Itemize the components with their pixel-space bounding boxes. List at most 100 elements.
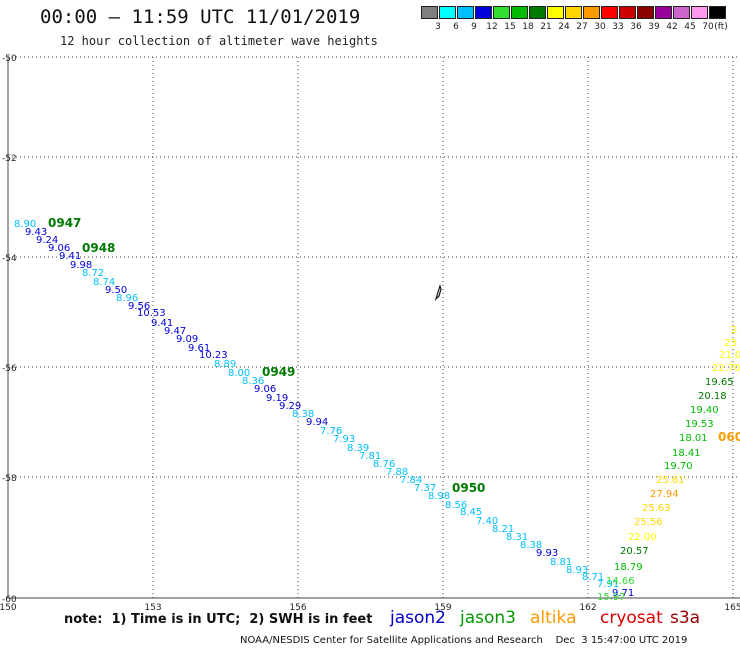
island-outline bbox=[434, 284, 442, 302]
wave-height-value: 8.56 bbox=[445, 500, 467, 511]
credit-footer: NOAA/NESDIS Center for Satellite Applica… bbox=[240, 635, 688, 646]
legend-unit-label: (ft) bbox=[714, 22, 728, 32]
wave-height-value: 19.53 bbox=[685, 419, 714, 430]
wave-height-value: 8.38 bbox=[520, 540, 542, 551]
latitude-label: -58 bbox=[2, 474, 17, 484]
wave-height-value: 21.0 bbox=[719, 350, 740, 361]
legend-label: 9 bbox=[471, 22, 477, 32]
legend-swatch bbox=[457, 6, 474, 19]
legend-label: 21 bbox=[540, 22, 552, 32]
wave-height-value: 9.47 bbox=[164, 326, 186, 337]
legend-label: 18 bbox=[522, 22, 534, 32]
wave-height-value: 8.31 bbox=[506, 532, 528, 543]
legend-swatch bbox=[619, 6, 636, 19]
legend-label: 6 bbox=[453, 22, 459, 32]
longitude-label: 165 bbox=[724, 603, 740, 613]
wave-height-value: 9.29 bbox=[279, 401, 301, 412]
wave-height-value: 25.63 bbox=[642, 503, 671, 514]
latitude-label: -50 bbox=[2, 54, 17, 64]
wave-height-value: 9.71 bbox=[612, 588, 634, 599]
wave-height-value: 7.81 bbox=[359, 451, 381, 462]
track-time-label: 0947 bbox=[48, 216, 81, 230]
legend-swatch bbox=[547, 6, 564, 19]
wave-height-value: 8.93 bbox=[566, 565, 588, 576]
track-time-label: 0948 bbox=[82, 241, 115, 255]
wave-height-value: 8.96 bbox=[116, 293, 138, 304]
legend-swatch bbox=[709, 6, 726, 19]
wave-height-value: 10.23 bbox=[199, 350, 228, 361]
wave-height-value: 8.74 bbox=[93, 277, 115, 288]
wave-height-value: 8.71 bbox=[582, 572, 604, 583]
legend-swatch bbox=[673, 6, 690, 19]
wave-height-value: 9.24 bbox=[36, 235, 58, 246]
wave-height-value: 9.06 bbox=[254, 384, 276, 395]
legend-label: 15 bbox=[504, 22, 516, 32]
wave-height-value: 9.56 bbox=[128, 301, 150, 312]
wave-height-value: 15.97 bbox=[597, 592, 626, 603]
longitude-label: 162 bbox=[579, 603, 597, 613]
track-time-label: 0949 bbox=[262, 365, 295, 379]
page-title: 00:00 – 11:59 UTC 11/01/2019 bbox=[40, 6, 361, 28]
satellite-name: jason2 bbox=[390, 608, 446, 628]
wave-height-value: 9.06 bbox=[48, 243, 70, 254]
legend-label: 45 bbox=[684, 22, 696, 32]
wave-height-value: 9.41 bbox=[151, 318, 173, 329]
wave-height-value: 23 bbox=[724, 338, 737, 349]
legend-swatch bbox=[655, 6, 672, 19]
legend-label: 39 bbox=[648, 22, 660, 32]
wave-height-value: 27.94 bbox=[650, 489, 679, 500]
legend-swatch bbox=[583, 6, 600, 19]
wave-height-value: 8.89 bbox=[214, 359, 236, 370]
wave-height-value: 20.57 bbox=[620, 546, 649, 557]
wave-height-value: 9.43 bbox=[25, 227, 47, 238]
legend-swatch bbox=[601, 6, 618, 19]
legend-swatch bbox=[691, 6, 708, 19]
wave-height-value: 18.79 bbox=[614, 562, 643, 573]
satellite-name: altika bbox=[530, 608, 577, 628]
latitude-label: -56 bbox=[2, 364, 17, 374]
wave-height-value: 25.56 bbox=[634, 517, 663, 528]
wave-height-value: 9.09 bbox=[176, 334, 198, 345]
wave-height-value: 7.88 bbox=[386, 467, 408, 478]
wave-height-value: 8.98 bbox=[428, 491, 450, 502]
wave-height-value: 8.90 bbox=[14, 219, 36, 230]
wave-height-value: 22.00 bbox=[628, 532, 657, 543]
longitude-label: 153 bbox=[144, 603, 162, 613]
wave-height-value: 9.93 bbox=[536, 548, 558, 559]
wave-height-value: 8.81 bbox=[550, 557, 572, 568]
satellite-name: s3a bbox=[670, 608, 701, 628]
wave-height-value: 8.38 bbox=[292, 409, 314, 420]
legend-label: 42 bbox=[666, 22, 678, 32]
legend-label: 33 bbox=[612, 22, 624, 32]
legend-label: 36 bbox=[630, 22, 642, 32]
legend-swatch bbox=[565, 6, 582, 19]
wave-height-value: 25.61 bbox=[656, 475, 685, 486]
legend-swatch bbox=[637, 6, 654, 19]
longitude-label: 150 bbox=[0, 603, 17, 613]
wave-height-value: 19.70 bbox=[664, 461, 693, 472]
wave-height-value: 8.76 bbox=[373, 459, 395, 470]
legend-label: 3 bbox=[435, 22, 441, 32]
wave-height-value: 9.19 bbox=[266, 393, 288, 404]
wave-height-value: 7.40 bbox=[476, 516, 498, 527]
track-time-label: 060 bbox=[718, 430, 740, 444]
latitude-label: -60 bbox=[2, 595, 17, 605]
wave-height-value: 18.41 bbox=[672, 448, 701, 459]
legend-swatch bbox=[475, 6, 492, 19]
units-note: note: 1) Time is in UTC; 2) SWH is in fe… bbox=[64, 612, 373, 627]
wave-height-value: 9.98 bbox=[70, 260, 92, 271]
legend-swatch bbox=[511, 6, 528, 19]
wave-height-value: 9.41 bbox=[59, 251, 81, 262]
legend-swatch bbox=[439, 6, 456, 19]
longitude-label: 159 bbox=[434, 603, 452, 613]
track-time-label: 0950 bbox=[452, 481, 485, 495]
satellite-name: jason3 bbox=[460, 608, 516, 628]
legend-label: 70 bbox=[702, 22, 714, 32]
wave-height-value: 19.40 bbox=[690, 405, 719, 416]
wave-height-value: 2 bbox=[731, 325, 737, 336]
wave-height-value: 20.18 bbox=[698, 391, 727, 402]
wave-height-value: 7.37 bbox=[414, 483, 436, 494]
wave-height-value: 19.65 bbox=[705, 377, 734, 388]
wave-height-value: 7.91 bbox=[597, 579, 619, 590]
wave-height-value: 18.01 bbox=[679, 433, 708, 444]
